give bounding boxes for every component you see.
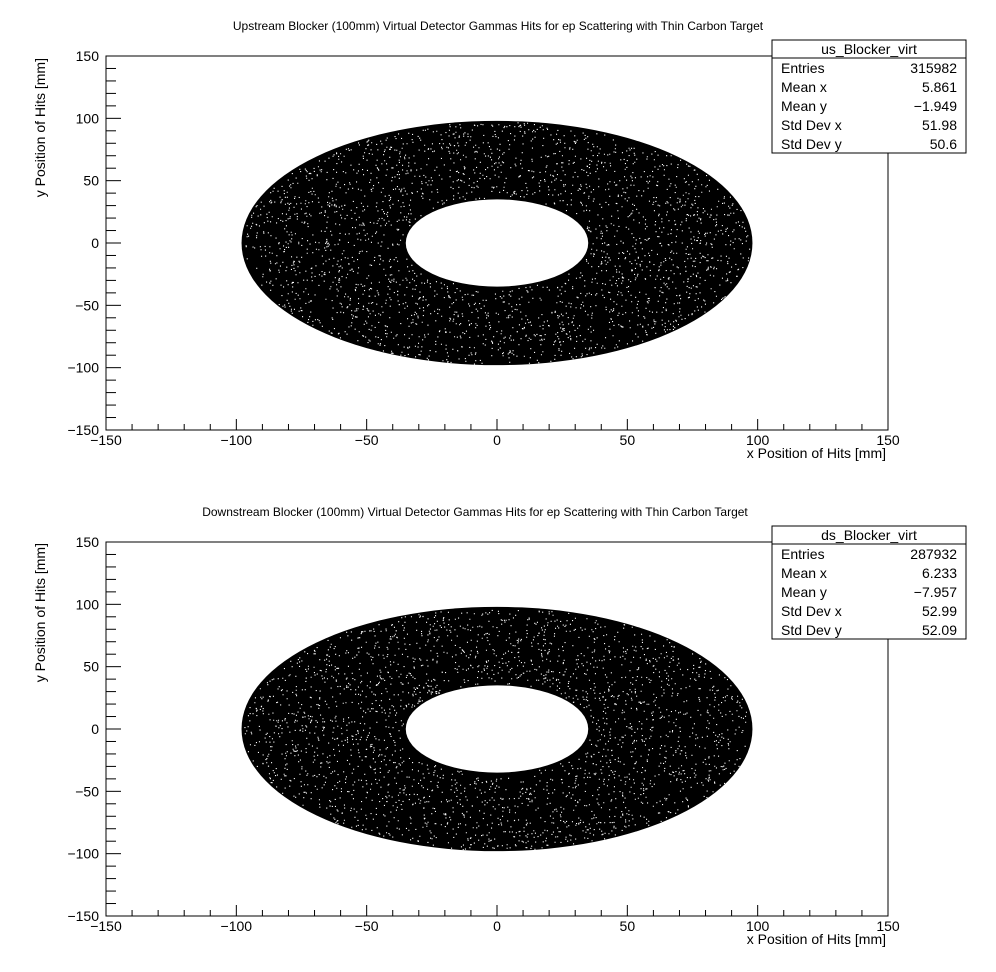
- annulus-hole: [405, 685, 589, 773]
- downstream-blocker-plot: Downstream Blocker (100mm) Virtual Detec…: [32, 505, 967, 947]
- annulus-hole: [405, 199, 589, 287]
- stats-row-label: Std Dev x: [781, 603, 842, 619]
- plot-title: Upstream Blocker (100mm) Virtual Detecto…: [233, 19, 764, 33]
- stats-row-value: −1.949: [914, 98, 957, 114]
- y-tick-label: −100: [67, 360, 99, 376]
- x-axis-label: x Position of Hits [mm]: [747, 931, 886, 947]
- y-axis-ticks: −150 −100 −50 0 50 100 150: [67, 534, 121, 924]
- hit-scatter-points: [241, 606, 753, 852]
- stats-row-value: 52.09: [922, 622, 957, 638]
- x-axis-ticks: −150 −100 −50 0 50 100 150: [90, 905, 900, 934]
- upstream-blocker-plot: Upstream Blocker (100mm) Virtual Detecto…: [32, 19, 967, 461]
- stats-box-name: us_Blocker_virt: [821, 41, 917, 57]
- x-axis-label: x Position of Hits [mm]: [747, 445, 886, 461]
- stats-box-frame: [771, 39, 967, 154]
- x-tick-label: −50: [355, 432, 379, 448]
- y-tick-label: 100: [76, 596, 100, 612]
- y-tick-label: 50: [83, 659, 99, 675]
- y-axis-label: y Position of Hits [mm]: [32, 58, 48, 197]
- y-tick-label: −50: [75, 783, 99, 799]
- plot-title: Downstream Blocker (100mm) Virtual Detec…: [202, 505, 748, 519]
- x-tick-label: −150: [90, 432, 122, 448]
- x-tick-label: 50: [620, 918, 636, 934]
- stats-box-name: ds_Blocker_virt: [821, 527, 917, 543]
- y-tick-label: 100: [76, 110, 100, 126]
- stats-row-label: Mean x: [781, 565, 827, 581]
- x-tick-label: 100: [746, 432, 770, 448]
- stats-row-label: Entries: [781, 546, 825, 562]
- x-tick-label: −50: [355, 918, 379, 934]
- stats-row-value: 315982: [910, 60, 957, 76]
- x-tick-label: 100: [746, 918, 770, 934]
- y-tick-label: −150: [67, 908, 99, 924]
- y-tick-label: 0: [91, 235, 99, 251]
- x-tick-label: 150: [876, 432, 900, 448]
- stats-row-label: Entries: [781, 60, 825, 76]
- stats-row-value: 51.98: [922, 117, 957, 133]
- y-tick-label: 50: [83, 173, 99, 189]
- y-tick-label: −100: [67, 846, 99, 862]
- y-axis-ticks: −150 −100 −50 0 50 100 150: [67, 48, 121, 438]
- stats-row-label: Mean y: [781, 98, 827, 114]
- stats-row-label: Std Dev y: [781, 622, 842, 638]
- stats-box: ds_Blocker_virt Entries 287932 Mean x 6.233 M…: [771, 525, 967, 640]
- stats-row-label: Std Dev x: [781, 117, 842, 133]
- x-tick-label: −150: [90, 918, 122, 934]
- stats-row-label: Mean x: [781, 79, 827, 95]
- y-tick-label: 0: [91, 721, 99, 737]
- stats-row-value: 52.99: [922, 603, 957, 619]
- x-tick-label: −100: [221, 918, 253, 934]
- hit-scatter-points: [241, 120, 753, 366]
- y-axis-label: y Position of Hits [mm]: [32, 543, 48, 682]
- stats-row-value: 287932: [910, 546, 957, 562]
- stats-row-value: 6.233: [922, 565, 957, 581]
- x-axis-ticks: −150 −100 −50 0 50 100 150: [90, 419, 900, 448]
- y-tick-label: −50: [75, 297, 99, 313]
- y-tick-label: −150: [67, 422, 99, 438]
- x-tick-label: 0: [493, 432, 501, 448]
- stats-row-label: Mean y: [781, 584, 827, 600]
- stats-row-value: 50.6: [930, 136, 957, 152]
- y-tick-label: 150: [76, 534, 100, 550]
- stats-row-value: 5.861: [922, 79, 957, 95]
- stats-row-label: Std Dev y: [781, 136, 842, 152]
- x-tick-label: 50: [620, 432, 636, 448]
- stats-box-frame: [771, 525, 967, 640]
- x-tick-label: −100: [221, 432, 253, 448]
- y-tick-label: 150: [76, 48, 100, 64]
- stats-row-value: −7.957: [914, 584, 957, 600]
- stats-box: us_Blocker_virt Entries 315982 Mean x 5.861 M…: [771, 39, 967, 154]
- x-tick-label: 150: [876, 918, 900, 934]
- x-tick-label: 0: [493, 918, 501, 934]
